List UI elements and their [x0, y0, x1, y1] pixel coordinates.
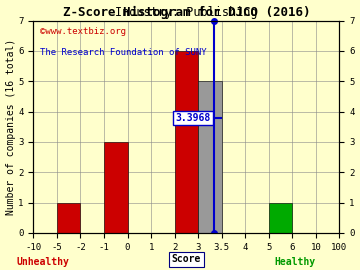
- Title: Z-Score Histogram for DJCO (2016): Z-Score Histogram for DJCO (2016): [63, 6, 310, 19]
- Text: ©www.textbiz.org: ©www.textbiz.org: [40, 27, 126, 36]
- Text: 3.3968: 3.3968: [175, 113, 211, 123]
- Y-axis label: Number of companies (16 total): Number of companies (16 total): [5, 39, 15, 215]
- Text: Unhealthy: Unhealthy: [17, 257, 69, 267]
- Bar: [175, 51, 198, 233]
- Bar: [198, 81, 222, 233]
- Bar: [104, 142, 127, 233]
- Text: Industry: Publishing: Industry: Publishing: [115, 5, 258, 19]
- Text: Healthy: Healthy: [275, 257, 316, 267]
- Text: The Research Foundation of SUNY: The Research Foundation of SUNY: [40, 48, 206, 57]
- Bar: [269, 202, 292, 233]
- X-axis label: Score: Score: [172, 254, 201, 264]
- Bar: [57, 202, 81, 233]
